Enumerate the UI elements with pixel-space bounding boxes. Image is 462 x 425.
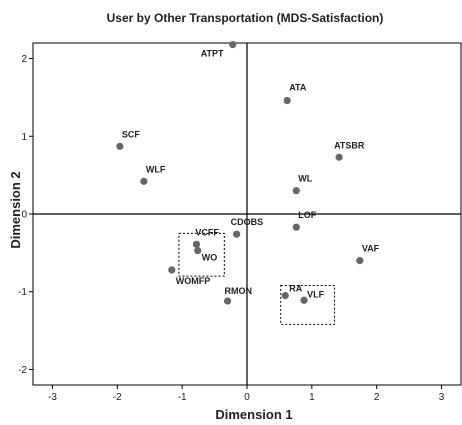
point-atsbr	[335, 153, 343, 161]
x-tick-label: 1	[309, 392, 315, 403]
point-label-wlf: WLF	[146, 164, 166, 174]
point-cdobs	[233, 230, 241, 238]
point-label-vcff: VCFF	[195, 227, 219, 237]
point-label-ra: RA	[289, 284, 302, 294]
point-womfp	[168, 266, 176, 274]
y-tick-label: -2	[18, 365, 27, 376]
y-tick-label: 2	[21, 54, 27, 65]
point-label-womfp: WOMFP	[176, 276, 211, 286]
x-axis-label: Dimension 1	[215, 407, 292, 422]
point-wo	[194, 246, 202, 255]
x-tick-label: 0	[244, 392, 250, 403]
point-wlf	[140, 177, 148, 185]
point-rmon	[223, 297, 232, 305]
point-vcff	[192, 240, 201, 248]
reference-lines	[33, 43, 461, 385]
point-atpt	[229, 40, 237, 49]
point-lof	[292, 223, 300, 231]
y-tick-label: 1	[21, 132, 27, 143]
chart-title: User by Other Transportation (MDS-Satisf…	[107, 11, 384, 25]
point-label-lof: LOF	[298, 210, 316, 220]
data-points: ATPT ATA SCF ATSBR WLF WL LOF CDOBS VCFF WO VAF WOM…	[116, 40, 380, 305]
point-label-ata: ATA	[289, 83, 307, 93]
point-scf	[116, 142, 124, 150]
point-ra	[281, 292, 289, 300]
point-label-wl: WL	[298, 174, 312, 184]
point-label-rmon: RMON	[225, 286, 253, 296]
point-vlf	[300, 296, 308, 304]
y-tick-label: -1	[18, 287, 27, 298]
point-vaf	[356, 257, 364, 265]
annotation-boxes	[178, 232, 336, 325]
x-tick-label: 2	[374, 392, 380, 403]
point-label-cdobs: CDOBS	[231, 217, 264, 227]
y-tick-label: 0	[21, 210, 27, 221]
y-axis-label: Dimension 2	[8, 171, 23, 248]
right-cluster-box	[280, 285, 336, 325]
point-label-vlf: VLF	[307, 289, 325, 299]
axis-ticks: -3 -2 -1 0 1 2 3 -2 -1 0 1 2	[18, 54, 445, 403]
point-label-scf: SCF	[122, 129, 141, 139]
point-label-wo: WO	[202, 253, 218, 263]
point-label-vaf: VAF	[362, 244, 380, 254]
point-wl	[292, 187, 300, 195]
point-ata	[283, 96, 291, 105]
point-label-atpt: ATPT	[201, 49, 224, 59]
x-tick-label: -3	[48, 392, 57, 403]
x-tick-label: -1	[178, 392, 187, 403]
x-tick-label: 3	[439, 392, 445, 403]
point-label-atsbr: ATSBR	[334, 140, 365, 150]
x-tick-label: -2	[113, 392, 122, 403]
